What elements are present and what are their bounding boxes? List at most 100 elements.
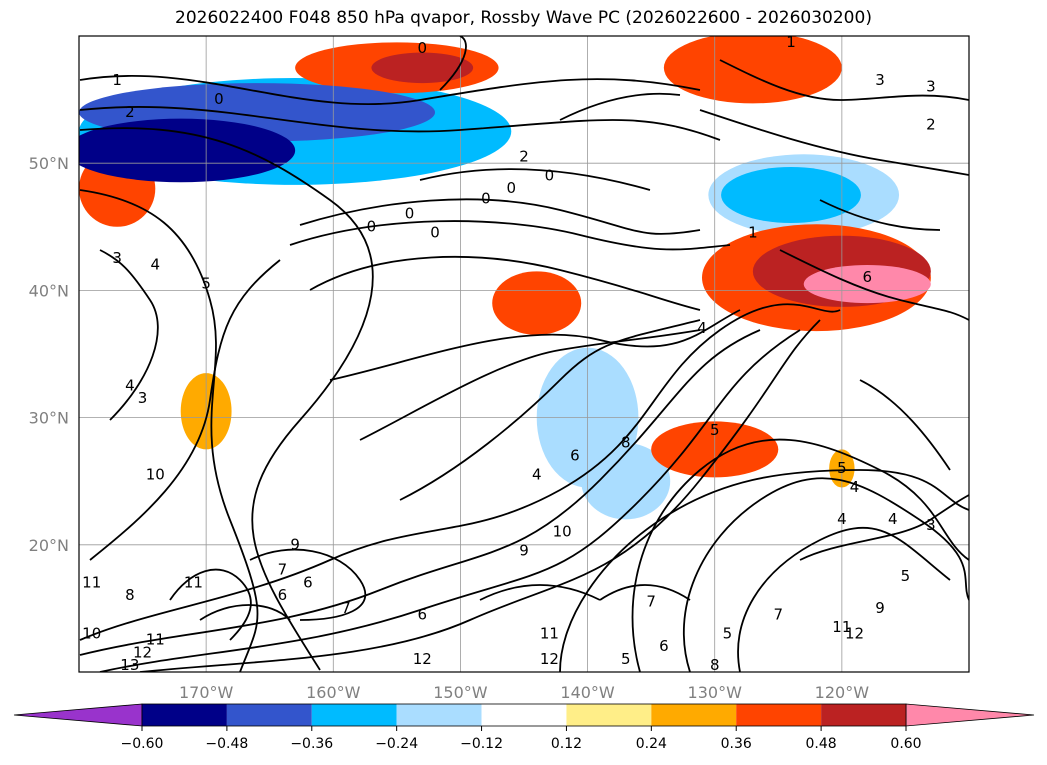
contour-label: 11 bbox=[82, 573, 101, 591]
colorbar-extend-max bbox=[905, 703, 1035, 727]
anomaly-region bbox=[492, 271, 582, 335]
contour-label: 7 bbox=[341, 599, 351, 617]
y-tick-label: 50°N bbox=[29, 154, 69, 173]
contour-label: 12 bbox=[413, 650, 432, 668]
colorbar-bin bbox=[481, 704, 567, 726]
contour-label: 5 bbox=[710, 421, 720, 439]
y-tick-label: 20°N bbox=[29, 536, 69, 555]
contour-label: 6 bbox=[418, 605, 428, 623]
contour-line bbox=[399, 319, 701, 501]
x-tick-label: 170°W bbox=[179, 683, 234, 702]
contour-label: 0 bbox=[507, 179, 517, 197]
contour-label: 2 bbox=[926, 116, 936, 134]
contour-label: 0 bbox=[430, 224, 440, 242]
anomaly-region bbox=[721, 167, 861, 223]
contour-label: 11 bbox=[540, 624, 559, 642]
contour-line bbox=[299, 198, 701, 235]
contour-label: 1 bbox=[786, 33, 796, 51]
contour-label: 11 bbox=[832, 618, 851, 636]
anomaly-region bbox=[79, 118, 296, 183]
colorbar-tick-label: 0.60 bbox=[890, 736, 921, 752]
contour-line bbox=[779, 249, 969, 321]
contour-label: 5 bbox=[723, 624, 733, 642]
contour-label: 4 bbox=[697, 319, 707, 337]
contour-line bbox=[99, 249, 159, 421]
colorbar-tick-label: 0.36 bbox=[721, 736, 752, 752]
contour-label: 5 bbox=[901, 567, 911, 585]
x-tick-label: 130°W bbox=[688, 683, 743, 702]
contour-label: 9 bbox=[290, 535, 300, 553]
contour-line bbox=[559, 469, 969, 672]
chart-title: 2026022400 F048 850 hPa qvapor, Rossby W… bbox=[175, 8, 872, 28]
colorbar-tick-label: −0.36 bbox=[290, 736, 333, 752]
x-tick-label: 120°W bbox=[815, 683, 870, 702]
anomaly-region bbox=[371, 52, 474, 84]
colorbar-bin bbox=[651, 704, 737, 726]
map-frame bbox=[78, 35, 970, 673]
x-tick-label: 150°W bbox=[433, 683, 488, 702]
contour-label: 5 bbox=[837, 459, 847, 477]
contour-line bbox=[559, 92, 681, 121]
contour-label: 9 bbox=[875, 599, 885, 617]
contour-line bbox=[799, 494, 969, 561]
colorbar-extend-min bbox=[13, 703, 143, 727]
colorbar-tick-label: 0.48 bbox=[806, 736, 837, 752]
contour-label: 12 bbox=[540, 650, 559, 668]
contour-label: 3 bbox=[875, 71, 885, 89]
contour-label: 13 bbox=[120, 656, 139, 674]
contour-line bbox=[859, 379, 951, 471]
contour-label: 4 bbox=[837, 510, 847, 528]
contour-label: 5 bbox=[201, 275, 211, 293]
colorbar-tick-label: −0.60 bbox=[121, 736, 164, 752]
contour-label: 11 bbox=[184, 573, 203, 591]
contour-label: 6 bbox=[570, 446, 580, 464]
colorbar: −0.60 −0.48 −0.36 −0.24 −0.12 0.12 0.24 0.36 0.4… bbox=[13, 703, 1035, 752]
contour-line bbox=[439, 36, 467, 91]
contour-label: 2 bbox=[519, 147, 529, 165]
contour-line bbox=[359, 329, 701, 441]
contour-line bbox=[289, 220, 731, 251]
colorbar-bin bbox=[142, 704, 227, 726]
contour-label: 0 bbox=[481, 189, 491, 207]
contour-line bbox=[169, 568, 252, 641]
colorbar-tick-label: 0.24 bbox=[636, 736, 667, 752]
contour-label: 10 bbox=[82, 624, 101, 642]
x-tick-label: 140°W bbox=[560, 683, 615, 702]
contour-label: 6 bbox=[278, 586, 288, 604]
contour-line bbox=[419, 168, 651, 191]
contour-label: 1 bbox=[112, 71, 122, 89]
contour-label: 3 bbox=[138, 389, 148, 407]
contour-line bbox=[329, 309, 741, 381]
contour-line bbox=[479, 584, 601, 601]
contour-label: 6 bbox=[659, 637, 669, 655]
contour-label: 6 bbox=[303, 573, 313, 591]
contour-label: 3 bbox=[926, 516, 936, 534]
contour-label: 3 bbox=[112, 249, 122, 267]
colorbar-tick-label: −0.48 bbox=[205, 736, 248, 752]
contour-label: 7 bbox=[774, 605, 784, 623]
contour-line bbox=[199, 604, 291, 621]
y-tick-label: 40°N bbox=[29, 281, 69, 300]
contour-line bbox=[249, 548, 367, 621]
colorbar-bin bbox=[566, 704, 652, 726]
axes: 170°W 160°W 150°W 140°W 130°W 120°W20°N30°N40… bbox=[29, 35, 970, 702]
contour-label: 10 bbox=[146, 465, 165, 483]
contour-label: 7 bbox=[646, 593, 656, 611]
colorbar-bin bbox=[226, 704, 312, 726]
colorbar-bin bbox=[311, 704, 397, 726]
contour-label: 7 bbox=[278, 561, 288, 579]
contour-label: 4 bbox=[532, 465, 542, 483]
anomaly-region bbox=[803, 264, 931, 304]
contour-label: 0 bbox=[405, 205, 415, 223]
contour-label: 8 bbox=[621, 434, 631, 452]
contour-label: 1 bbox=[748, 224, 758, 242]
contour-label: 0 bbox=[418, 39, 428, 57]
colorbar-frame bbox=[141, 703, 907, 727]
colorbar-bin bbox=[821, 704, 906, 726]
contour-line bbox=[79, 303, 841, 641]
contour-label: 0 bbox=[545, 166, 555, 184]
colorbar-tick-label: −0.12 bbox=[460, 736, 503, 752]
colorbar-tick-label: 0.12 bbox=[551, 736, 582, 752]
